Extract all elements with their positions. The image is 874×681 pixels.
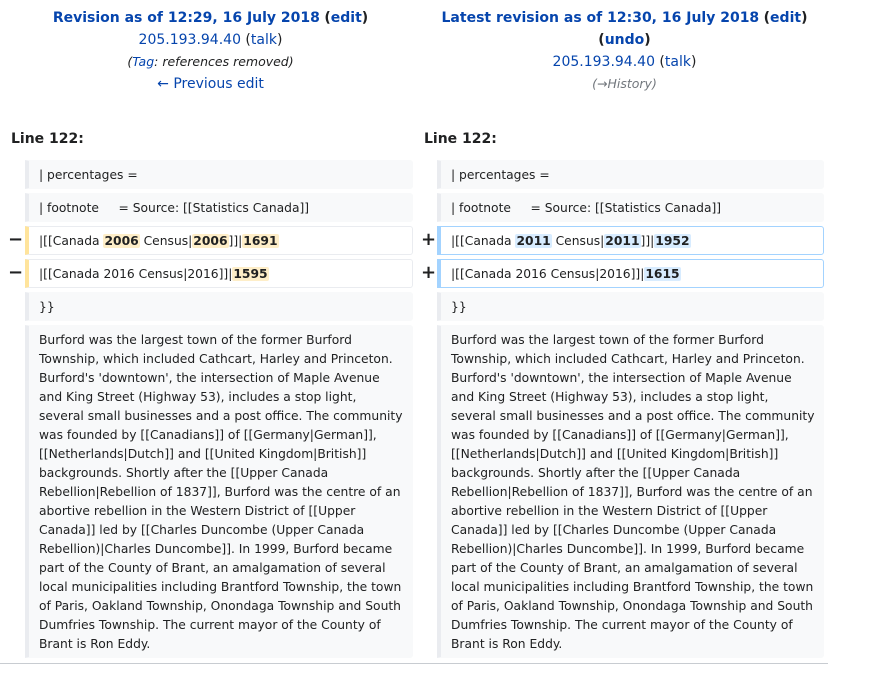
new-line-number: Line 122: <box>424 131 497 147</box>
old-context-line: | footnote = Source: [[Statistics Canada… <box>25 193 413 222</box>
old-edit-link[interactable]: edit <box>330 10 362 26</box>
prev-edit-row: ← Previous edit <box>10 73 411 95</box>
old-context-paragraph: Burford was the largest town of the form… <box>25 325 413 658</box>
added-line: |[[Canada 2011 Census|2011]]|1952 <box>437 226 824 255</box>
new-context-paragraph: Burford was the largest town of the form… <box>437 325 824 658</box>
old-revision-header: Revision as of 12:29, 16 July 2018 (edit… <box>10 7 411 95</box>
undo-link[interactable]: undo <box>604 32 645 48</box>
old-user-row: 205.193.94.40 (talk) <box>138 32 283 48</box>
old-revision-title-row: Revision as of 12:29, 16 July 2018 (edit… <box>52 10 369 26</box>
deleted-text: |[[Canada <box>39 234 104 248</box>
added-highlight: 1952 <box>654 234 691 248</box>
deleted-text: ]]| <box>228 234 243 248</box>
old-talk-link[interactable]: talk <box>250 32 277 48</box>
old-revision-link[interactable]: Revision as of 12:29, 16 July 2018 <box>52 10 320 26</box>
added-line-marker: + <box>421 262 437 283</box>
added-text: Census| <box>551 234 605 248</box>
deleted-highlight: 1595 <box>232 267 269 281</box>
undo-row: (undo) <box>598 32 651 48</box>
old-user-link[interactable]: 205.193.94.40 <box>138 32 241 48</box>
deleted-highlight: 2006 <box>103 234 140 248</box>
deleted-highlight: 2006 <box>192 234 229 248</box>
added-text: |[[Canada <box>451 234 516 248</box>
deleted-text: Census| <box>139 234 193 248</box>
history-row: (→History) <box>592 76 657 91</box>
tag-text: references removed <box>162 54 289 69</box>
added-highlight: 1615 <box>644 267 681 281</box>
added-text: ]]| <box>640 234 655 248</box>
added-line: |[[Canada 2016 Census|2016]]|1615 <box>437 259 824 288</box>
previous-edit-link[interactable]: ← Previous edit <box>157 76 264 92</box>
deleted-highlight: 1691 <box>242 234 279 248</box>
deleted-text: |[[Canada 2016 Census|2016]]| <box>39 267 233 281</box>
new-revision-link[interactable]: Latest revision as of 12:30, 16 July 201… <box>441 10 760 26</box>
deleted-line-marker: − <box>8 229 24 250</box>
new-context-line: | percentages = <box>437 160 824 189</box>
new-revision-header: Latest revision as of 12:30, 16 July 201… <box>424 7 825 95</box>
deleted-line: |[[Canada 2016 Census|2016]]|1595 <box>25 259 413 288</box>
old-context-line: }} <box>25 292 413 321</box>
old-tag-row: (Tag: references removed) <box>127 54 294 69</box>
old-context-line: | percentages = <box>25 160 413 189</box>
deleted-line: |[[Canada 2006 Census|2006]]|1691 <box>25 226 413 255</box>
added-highlight: 2011 <box>604 234 641 248</box>
tag-link[interactable]: Tag <box>132 54 155 69</box>
history-link[interactable]: History <box>607 76 652 91</box>
new-user-link[interactable]: 205.193.94.40 <box>552 54 655 70</box>
added-line-marker: + <box>421 229 437 250</box>
new-context-line: | footnote = Source: [[Statistics Canada… <box>437 193 824 222</box>
added-text: |[[Canada 2016 Census|2016]]| <box>451 267 645 281</box>
added-highlight: 2011 <box>515 234 552 248</box>
old-line-number: Line 122: <box>11 131 84 147</box>
new-context-line: }} <box>437 292 824 321</box>
diff-bottom-divider <box>0 663 828 664</box>
new-revision-title-row: Latest revision as of 12:30, 16 July 201… <box>441 10 808 26</box>
new-user-row: 205.193.94.40 (talk) <box>552 54 697 70</box>
deleted-line-marker: − <box>8 262 24 283</box>
new-edit-link[interactable]: edit <box>770 10 802 26</box>
new-talk-link[interactable]: talk <box>664 54 691 70</box>
